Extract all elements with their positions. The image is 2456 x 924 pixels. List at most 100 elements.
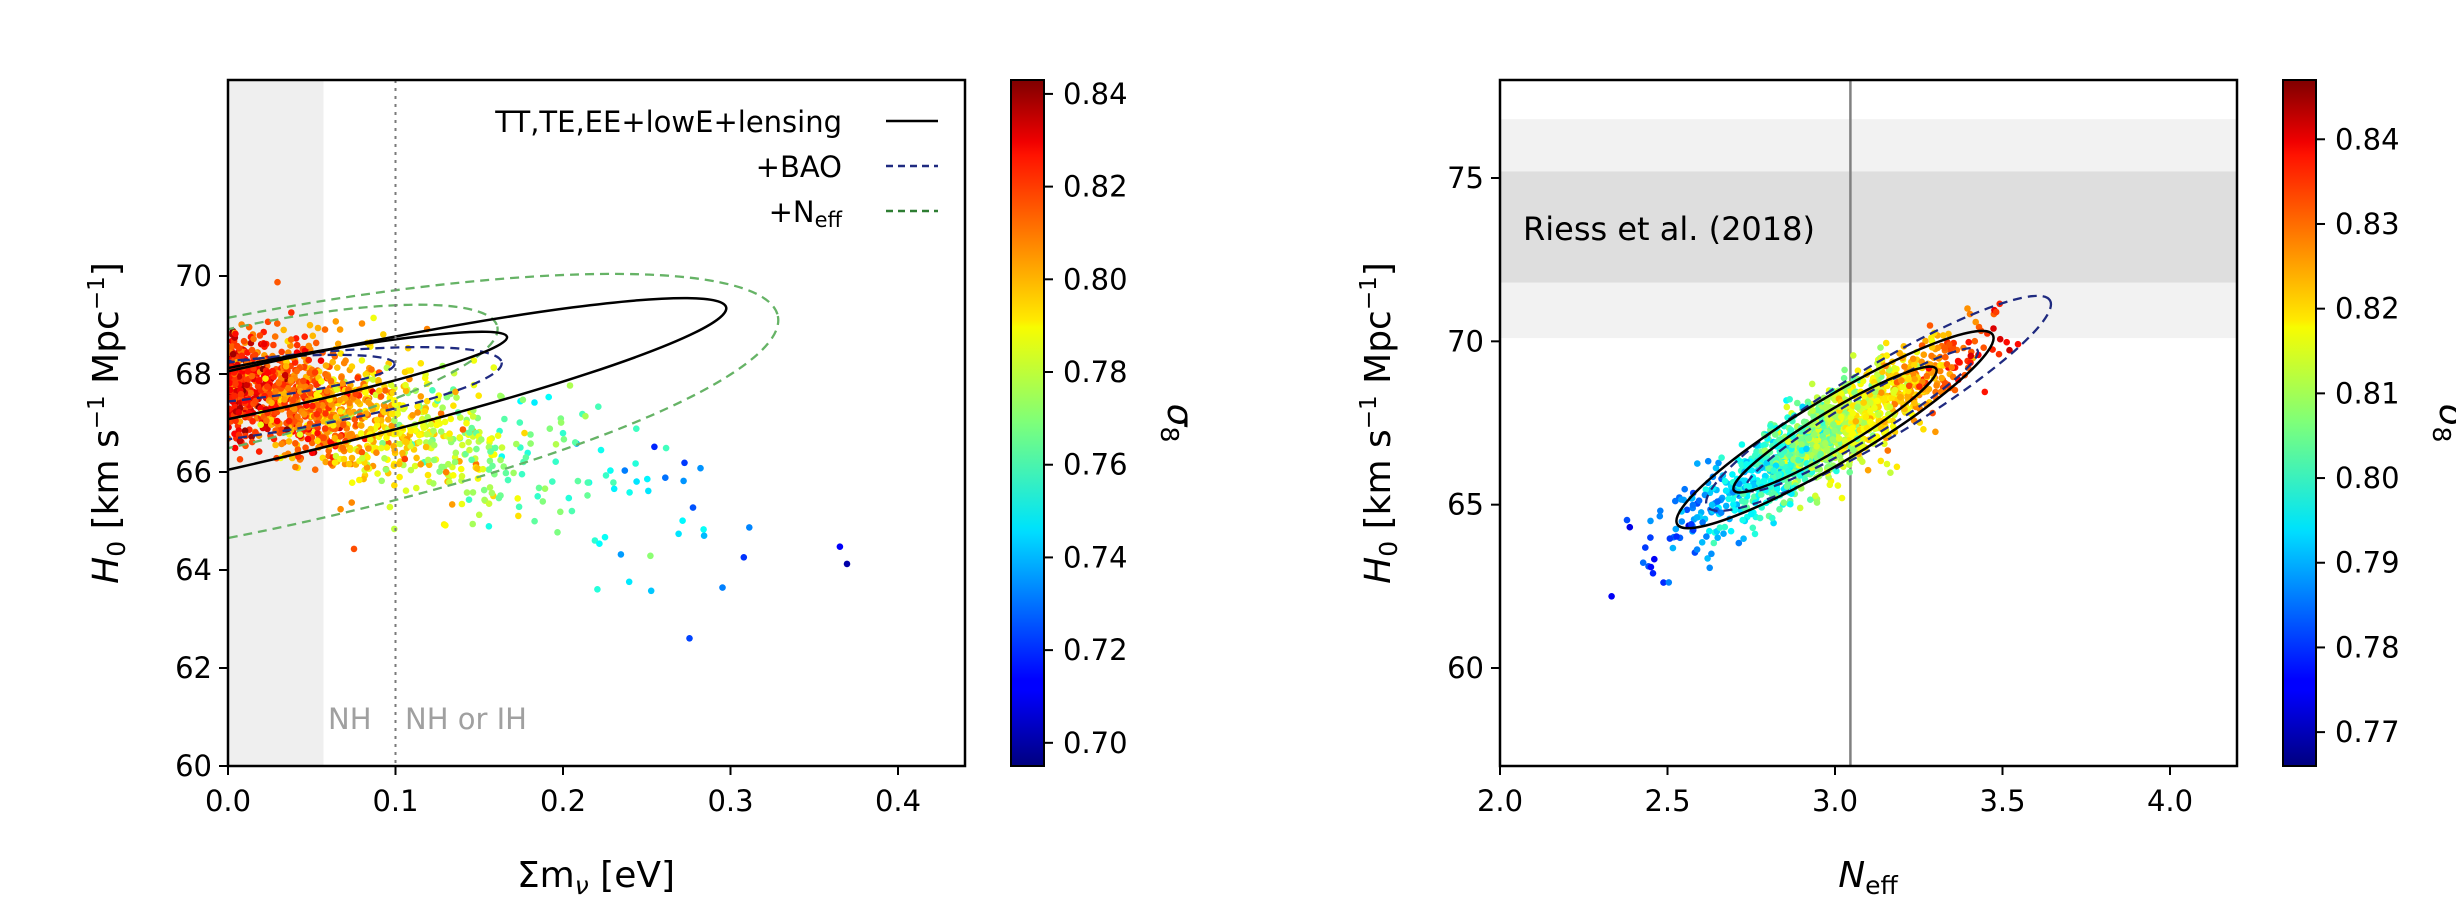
scatter-point — [566, 382, 574, 389]
scatter-point — [481, 496, 488, 504]
scatter-point — [1770, 519, 1777, 527]
scatter-point — [485, 523, 493, 530]
scatter-point — [1821, 439, 1829, 447]
left-y-ticks: 60 62 64 66 68 70 — [175, 259, 228, 783]
left-x-tick-label: 0.0 — [205, 784, 251, 818]
scatter-point — [305, 423, 312, 431]
scatter-point — [340, 421, 347, 429]
left-colorbar — [1010, 79, 1045, 767]
scatter-point — [1623, 516, 1631, 524]
scatter-point — [1775, 471, 1783, 478]
right-colorbar-tick-label: 0.78 — [2335, 630, 2400, 664]
scatter-point — [680, 477, 687, 485]
scatter-point — [356, 476, 363, 484]
scatter-point — [365, 399, 372, 406]
scatter-point — [401, 368, 409, 376]
scatter-point — [257, 421, 265, 429]
scatter-point — [321, 326, 329, 333]
scatter-point — [463, 419, 470, 427]
scatter-point — [521, 429, 528, 437]
scatter-point — [1735, 480, 1743, 488]
right-colorbar-tick-label: 0.77 — [2335, 715, 2400, 749]
left-legend: TT,TE,EE+lowE+lensing +BAO +Neff — [494, 105, 938, 232]
scatter-point — [437, 410, 445, 417]
right-x-tick-label: 4.0 — [2147, 784, 2193, 818]
scatter-point — [305, 356, 313, 364]
scatter-point — [1714, 534, 1721, 541]
scatter-point — [380, 402, 388, 409]
scatter-point — [746, 524, 753, 531]
scatter-point — [331, 434, 339, 442]
scatter-point — [1785, 467, 1792, 475]
scatter-point — [286, 409, 294, 417]
scatter-point — [1971, 337, 1979, 345]
scatter-point — [459, 441, 466, 449]
left-x-ticks: 0.0 0.1 0.2 0.3 0.4 — [205, 766, 921, 818]
scatter-point — [1883, 460, 1891, 468]
scatter-point — [1923, 372, 1931, 380]
scatter-point — [595, 403, 602, 411]
scatter-point — [358, 449, 366, 456]
scatter-point — [268, 399, 275, 407]
scatter-point — [281, 396, 288, 403]
scatter-point — [1854, 403, 1861, 411]
scatter-point — [256, 332, 264, 339]
scatter-point — [1706, 564, 1713, 572]
scatter-point — [358, 455, 366, 462]
scatter-point — [515, 512, 522, 520]
scatter-point — [1860, 399, 1867, 406]
scatter-point — [271, 333, 279, 340]
scatter-point — [514, 495, 521, 502]
scatter-point — [420, 422, 427, 430]
scatter-point — [458, 500, 466, 508]
left-colorbar-tick-label: 0.80 — [1063, 262, 1128, 296]
scatter-point — [1803, 445, 1810, 453]
scatter-point — [250, 335, 257, 343]
scatter-point — [1768, 514, 1776, 522]
scatter-point — [427, 421, 435, 428]
left-plot-area — [228, 80, 851, 766]
scatter-point — [1735, 539, 1743, 547]
scatter-point — [369, 376, 377, 383]
scatter-point — [1813, 443, 1820, 450]
scatter-point — [1942, 353, 1949, 361]
scatter-point — [229, 350, 237, 358]
scatter-point — [309, 332, 317, 340]
scatter-point — [1891, 364, 1898, 372]
scatter-point — [1939, 332, 1947, 339]
scatter-point — [430, 480, 437, 487]
scatter-point — [1683, 506, 1691, 514]
scatter-point — [423, 431, 431, 438]
scatter-point — [1972, 318, 1979, 326]
scatter-point — [1756, 514, 1764, 522]
right-x-tick-label: 2.5 — [1644, 784, 1690, 818]
scatter-point — [843, 560, 851, 568]
scatter-point — [446, 430, 453, 438]
scatter-point — [294, 413, 301, 421]
scatter-point — [346, 399, 353, 407]
scatter-point — [389, 389, 397, 397]
contour-bao-95 — [228, 345, 503, 456]
scatter-point — [1678, 518, 1686, 525]
scatter-point — [596, 540, 603, 547]
scatter-point — [1852, 418, 1860, 425]
scatter-point — [289, 396, 297, 404]
scatter-point — [1672, 525, 1680, 533]
legend-label-bao: +BAO — [756, 150, 842, 184]
scatter-point — [1911, 375, 1918, 383]
right-y-tick-label: 65 — [1447, 488, 1484, 522]
scatter-point — [487, 448, 494, 455]
scatter-point — [1708, 550, 1715, 558]
scatter-point — [312, 339, 320, 347]
scatter-point — [430, 427, 437, 435]
scatter-point — [336, 396, 344, 404]
scatter-point — [501, 415, 508, 423]
scatter-point — [1992, 308, 2000, 316]
scatter-point — [1945, 330, 1952, 338]
scatter-point — [836, 543, 844, 550]
scatter-point — [442, 522, 449, 529]
scatter-point — [1920, 351, 1928, 359]
right-axes-frame — [1498, 78, 2239, 768]
scatter-point — [546, 425, 554, 433]
scatter-point — [1722, 487, 1730, 495]
